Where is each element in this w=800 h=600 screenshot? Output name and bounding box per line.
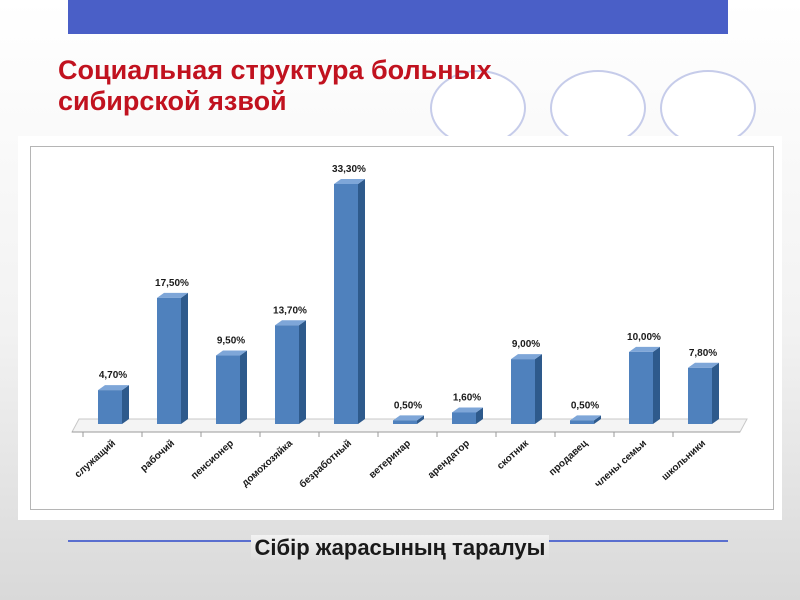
bar-side — [417, 415, 424, 424]
bar-side — [358, 179, 365, 424]
bar-top — [629, 346, 660, 352]
bar-side — [594, 415, 601, 424]
data-label: 10,00% — [627, 332, 661, 343]
category-label: члены семьи — [593, 438, 649, 490]
bar — [275, 325, 299, 424]
data-label: 4,70% — [99, 370, 127, 381]
category-label: продавец — [547, 437, 590, 478]
data-label: 7,80% — [689, 348, 717, 359]
category-label: арендатор — [426, 438, 472, 481]
bar-side — [122, 385, 129, 424]
decorative-circle — [660, 70, 756, 146]
bar-top — [216, 350, 247, 356]
data-label: 17,50% — [155, 278, 189, 289]
data-label: 9,50% — [217, 336, 245, 347]
bar-top — [570, 415, 601, 421]
category-label: служащий — [73, 438, 118, 480]
chart-frame — [30, 146, 774, 510]
bar — [629, 351, 653, 424]
bar-top — [688, 362, 719, 368]
bar — [157, 297, 181, 424]
bar-side — [535, 354, 542, 424]
category-label: школьники — [660, 438, 708, 483]
slide-caption-text: Сібір жарасының таралуы — [250, 535, 550, 560]
slide-caption: Сібір жарасының таралуы — [0, 535, 800, 561]
category-label: домохозяйка — [240, 438, 295, 489]
bar-top — [157, 292, 188, 298]
data-label: 33,30% — [332, 164, 366, 175]
bar-side — [476, 407, 483, 424]
slide-title: Социальная структура больных сибирской я… — [58, 55, 492, 117]
data-label: 0,50% — [394, 400, 422, 411]
slide-title-line-2: сибирской язвой — [58, 86, 287, 116]
bar-top — [275, 320, 306, 326]
bar-side — [181, 292, 188, 424]
bar — [570, 420, 594, 424]
bar-side — [240, 350, 247, 424]
bar-top — [334, 179, 365, 184]
bar-top — [511, 354, 542, 360]
bar — [216, 355, 240, 424]
bar — [688, 367, 712, 424]
category-label: безработный — [297, 437, 354, 490]
top-accent-bar — [68, 0, 728, 34]
category-label: ветеринар — [367, 438, 413, 481]
bar-side — [653, 346, 660, 424]
decorative-circle — [430, 70, 526, 146]
bar-top — [393, 415, 424, 421]
bar-top — [98, 385, 129, 391]
bar — [98, 390, 122, 424]
slide-title-line-1: Социальная структура больных — [58, 55, 492, 85]
bar — [393, 420, 417, 424]
data-label: 13,70% — [273, 305, 307, 316]
bar — [452, 412, 476, 424]
bar — [511, 359, 535, 424]
data-label: 1,60% — [453, 392, 481, 403]
category-label: пенсионер — [189, 438, 236, 482]
data-label: 9,00% — [512, 339, 540, 350]
data-label: 0,50% — [571, 400, 599, 411]
category-label: рабочий — [138, 437, 177, 474]
category-label: скотник — [495, 437, 532, 472]
bar — [334, 184, 358, 424]
bar-top — [452, 407, 483, 413]
bar-side — [299, 320, 306, 424]
bar-side — [712, 362, 719, 424]
